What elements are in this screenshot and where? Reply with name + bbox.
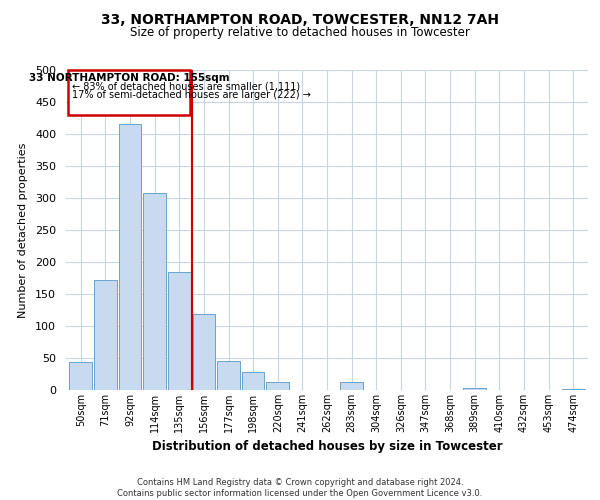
Bar <box>463 388 486 390</box>
Bar <box>193 314 215 390</box>
Bar <box>217 360 240 390</box>
Text: 33 NORTHAMPTON ROAD: 155sqm: 33 NORTHAMPTON ROAD: 155sqm <box>29 72 230 83</box>
Bar <box>168 272 191 390</box>
Bar <box>70 362 92 390</box>
Text: 33, NORTHAMPTON ROAD, TOWCESTER, NN12 7AH: 33, NORTHAMPTON ROAD, TOWCESTER, NN12 7A… <box>101 12 499 26</box>
Bar <box>94 280 117 390</box>
Bar <box>562 388 584 390</box>
Bar <box>266 382 289 390</box>
Text: ← 83% of detached houses are smaller (1,111): ← 83% of detached houses are smaller (1,… <box>72 82 300 92</box>
Text: Contains HM Land Registry data © Crown copyright and database right 2024.
Contai: Contains HM Land Registry data © Crown c… <box>118 478 482 498</box>
X-axis label: Distribution of detached houses by size in Towcester: Distribution of detached houses by size … <box>152 440 502 454</box>
Bar <box>143 193 166 390</box>
Bar <box>119 124 142 390</box>
FancyBboxPatch shape <box>68 70 190 115</box>
Bar <box>340 382 363 390</box>
Text: 17% of semi-detached houses are larger (222) →: 17% of semi-detached houses are larger (… <box>72 90 311 100</box>
Text: Size of property relative to detached houses in Towcester: Size of property relative to detached ho… <box>130 26 470 39</box>
Y-axis label: Number of detached properties: Number of detached properties <box>18 142 28 318</box>
Bar <box>242 372 265 390</box>
